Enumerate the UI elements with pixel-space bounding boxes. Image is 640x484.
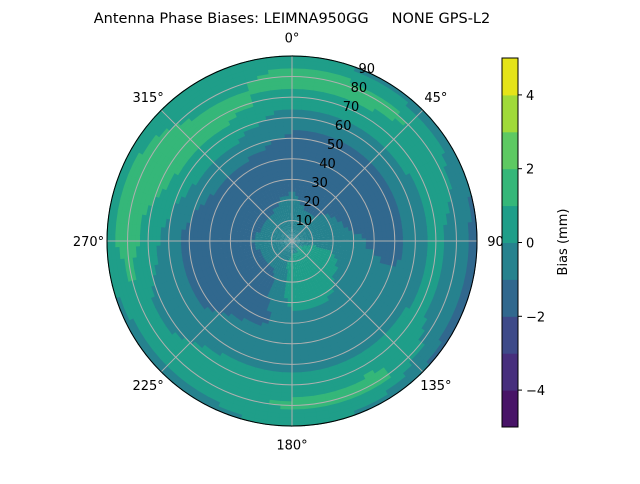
theta-tick-label: 315° — [132, 91, 163, 106]
colorbar-tick-label: 2 — [526, 163, 534, 178]
colorbar-segment — [502, 390, 518, 427]
radial-tick-label: 70 — [343, 100, 360, 115]
radial-tick-label: 20 — [303, 195, 320, 210]
theta-tick-label: 0° — [285, 32, 300, 47]
colorbar-segment — [502, 316, 518, 353]
radial-tick-label: 90 — [359, 62, 376, 77]
colorbar-segment — [502, 95, 518, 132]
colorbar-tick-label: 0 — [526, 237, 534, 252]
theta-tick-label: 270° — [73, 235, 104, 250]
colorbar-tick-label: −4 — [526, 384, 545, 399]
radial-tick-label: 80 — [351, 81, 368, 96]
colorbar-tick-label: 4 — [526, 89, 534, 104]
radial-tick-label: 50 — [327, 138, 344, 153]
theta-tick-label: 180° — [276, 439, 307, 454]
theta-tick-label: 90 — [487, 235, 504, 250]
chart-title: Antenna Phase Biases: LEIMNA950GG NONE G… — [94, 11, 490, 27]
theta-tick-label: 45° — [424, 91, 447, 106]
radial-tick-label: 60 — [335, 119, 352, 134]
polar-grid — [107, 56, 477, 426]
radial-tick-label: 40 — [319, 157, 336, 172]
colorbar-segment — [502, 132, 518, 169]
colorbar-segment — [502, 279, 518, 316]
colorbar: −4 −2 0 2 4 — [502, 58, 545, 428]
colorbar-segment — [502, 206, 518, 243]
colorbar-segment — [502, 169, 518, 206]
theta-tick-label: 135° — [420, 379, 451, 394]
colorbar-segment — [502, 353, 518, 390]
colorbar-label: Bias (mm) — [556, 209, 571, 276]
theta-tick-label: 225° — [132, 379, 163, 394]
colorbar-tick-label: −2 — [526, 310, 545, 325]
radial-tick-label: 10 — [296, 214, 313, 229]
colorbar-segment — [502, 243, 518, 280]
colorbar-segment — [502, 58, 518, 95]
radial-tick-label: 30 — [311, 176, 328, 191]
